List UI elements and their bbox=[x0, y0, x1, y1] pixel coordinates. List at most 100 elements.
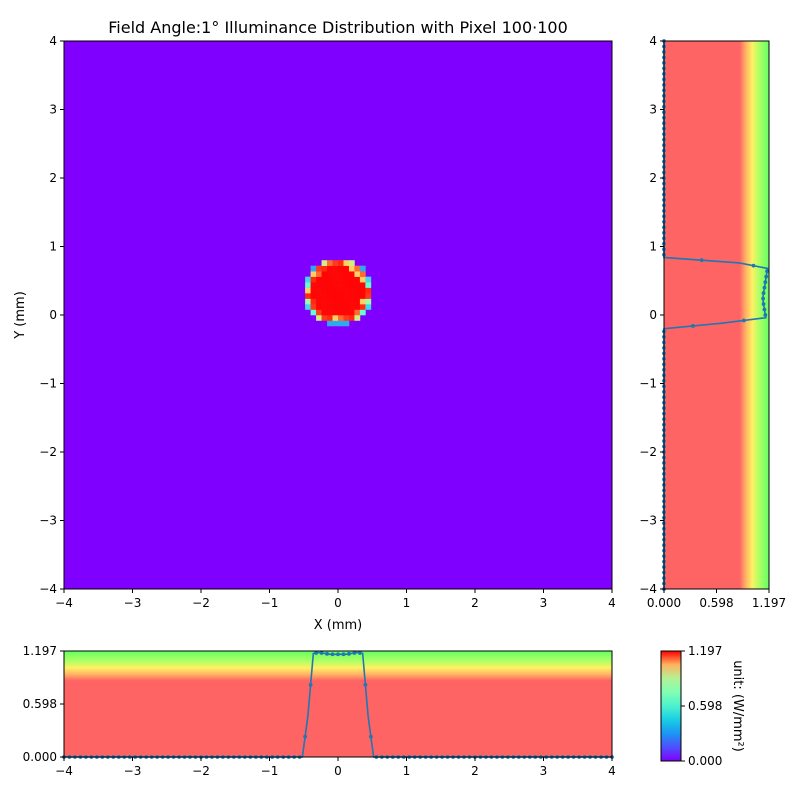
heatmap-pixel bbox=[327, 282, 333, 288]
y-profile-y-tick-label: 4 bbox=[649, 34, 657, 48]
y-tick-label: −3 bbox=[39, 514, 57, 528]
heatmap-pixel bbox=[348, 276, 355, 283]
heatmap-pixel bbox=[338, 293, 344, 299]
y-profile-point bbox=[761, 302, 766, 306]
heatmap-pixel bbox=[354, 298, 361, 305]
y-tick-label: −2 bbox=[39, 445, 57, 459]
heatmap-pixel bbox=[316, 298, 322, 305]
y-profile-point bbox=[691, 324, 695, 328]
y-profile-point bbox=[765, 269, 769, 274]
heatmap-pixel bbox=[338, 315, 344, 321]
heatmap-pixel bbox=[365, 276, 372, 283]
heatmap-pixel bbox=[310, 293, 317, 299]
x-profile-x-tick-label: −2 bbox=[192, 764, 210, 778]
x-profile-x-ticks: −4 −3 −2 −1 0 1 2 3 4 bbox=[55, 757, 616, 778]
x-profile-x-tick-label: 3 bbox=[540, 764, 548, 778]
heatmap-pixel bbox=[338, 265, 344, 272]
y-tick-label: −4 bbox=[39, 582, 57, 596]
y-profile-x-tick-label: 0.000 bbox=[647, 596, 681, 610]
x-tick-label: 2 bbox=[471, 596, 479, 610]
heatmap-pixel bbox=[316, 309, 322, 316]
y-profile-y-tick-label: 1 bbox=[649, 240, 657, 254]
y-profile-x-ticks: 0.000 0.598 1.197 bbox=[647, 589, 786, 610]
x-profile-point bbox=[325, 651, 329, 656]
heatmap-pixel bbox=[310, 282, 317, 288]
chart-title: Field Angle:1° Illuminance Distribution … bbox=[108, 18, 568, 37]
heatmap-pixel bbox=[359, 271, 366, 277]
heatmap-pixel bbox=[305, 293, 311, 299]
heatmap-pixel bbox=[316, 271, 322, 277]
x-profile-x-tick-label: −1 bbox=[261, 764, 279, 778]
heatmap-pixel bbox=[310, 309, 317, 316]
x-profile-x-tick-label: 2 bbox=[471, 764, 479, 778]
heatmap-pixel bbox=[305, 287, 311, 294]
y-profile-point bbox=[763, 280, 768, 285]
x-profile-fill bbox=[64, 651, 612, 757]
heatmap-pixel bbox=[305, 282, 311, 288]
x-profile-y-tick-label: 1.197 bbox=[23, 644, 57, 658]
x-profile-point bbox=[308, 682, 313, 687]
heatmap-pixel bbox=[348, 315, 355, 321]
x-profile-panel: −4 −3 −2 −1 0 1 2 3 4 0.000 0.598 1.197 bbox=[23, 644, 616, 778]
y-profile-x-tick-label: 0.598 bbox=[699, 596, 733, 610]
heatmap-pixel bbox=[348, 271, 355, 277]
heatmap-spot bbox=[305, 260, 372, 327]
heatmap-pixel bbox=[305, 298, 311, 305]
heatmap-panel: −4 −3 −2 −1 0 1 2 3 4 −4 −3 −2 −1 0 1 2 3 4 X (mm) Y (mm… bbox=[13, 34, 616, 633]
heatmap-pixel bbox=[365, 287, 372, 294]
heatmap-pixel bbox=[332, 287, 339, 294]
heatmap-pixel bbox=[316, 315, 322, 321]
heatmap-pixel bbox=[348, 304, 355, 310]
heatmap-pixel bbox=[327, 298, 333, 305]
y-tick-label: 2 bbox=[49, 171, 57, 185]
colorbar-label: unit: (W/mm²) bbox=[730, 660, 745, 752]
x-profile-x-tick-label: −3 bbox=[124, 764, 142, 778]
x-profile-point bbox=[368, 734, 373, 739]
heatmap-pixel bbox=[305, 304, 311, 310]
heatmap-pixel bbox=[310, 287, 317, 294]
heatmap-pixel bbox=[321, 260, 328, 266]
heatmap-pixel bbox=[343, 287, 350, 294]
heatmap-pixel bbox=[354, 265, 361, 272]
heatmap-pixel bbox=[332, 320, 339, 327]
heatmap-pixel bbox=[332, 315, 339, 321]
x-profile-point bbox=[352, 651, 357, 655]
y-profile-y-tick-label: −4 bbox=[639, 582, 657, 596]
heatmap-pixel bbox=[316, 287, 322, 294]
heatmap-pixel bbox=[359, 287, 366, 294]
heatmap-pixel bbox=[359, 293, 366, 299]
x-tick-label: −4 bbox=[55, 596, 73, 610]
x-tick-label: −1 bbox=[261, 596, 279, 610]
y-tick-label: 0 bbox=[49, 308, 57, 322]
heatmap-pixel bbox=[332, 298, 339, 305]
heatmap-pixel bbox=[305, 276, 311, 283]
y-profile-point bbox=[763, 313, 768, 317]
y-tick-label: 4 bbox=[49, 34, 57, 48]
heatmap-pixel bbox=[327, 265, 333, 272]
heatmap-pixel bbox=[348, 282, 355, 288]
heatmap-pixel bbox=[338, 298, 344, 305]
colorbar: 0.000 0.598 1.197 unit: (W/mm²) bbox=[660, 644, 745, 768]
heatmap-pixel bbox=[343, 293, 350, 299]
y-tick-label: 1 bbox=[49, 240, 57, 254]
y-profile-point bbox=[761, 291, 766, 295]
heatmap-pixel bbox=[310, 265, 317, 272]
heatmap-pixel bbox=[310, 271, 317, 277]
heatmap-pixel bbox=[327, 309, 333, 316]
colorbar-tick-label: 0.000 bbox=[688, 754, 722, 768]
heatmap-pixel bbox=[338, 320, 344, 327]
heatmap-pixel bbox=[332, 271, 339, 277]
heatmap-pixel bbox=[332, 293, 339, 299]
heatmap-pixel bbox=[327, 271, 333, 277]
heatmap-pixel bbox=[359, 276, 366, 283]
heatmap-pixel bbox=[332, 309, 339, 316]
heatmap-pixel bbox=[354, 304, 361, 310]
x-profile-point bbox=[347, 651, 351, 656]
x-tick-label: −3 bbox=[124, 596, 142, 610]
heatmap-pixel bbox=[327, 293, 333, 299]
x-profile-x-tick-label: −4 bbox=[55, 764, 73, 778]
heatmap-pixel bbox=[354, 271, 361, 277]
heatmap-pixel bbox=[348, 265, 355, 272]
y-profile-point bbox=[761, 296, 766, 301]
heatmap-pixel bbox=[310, 298, 317, 305]
